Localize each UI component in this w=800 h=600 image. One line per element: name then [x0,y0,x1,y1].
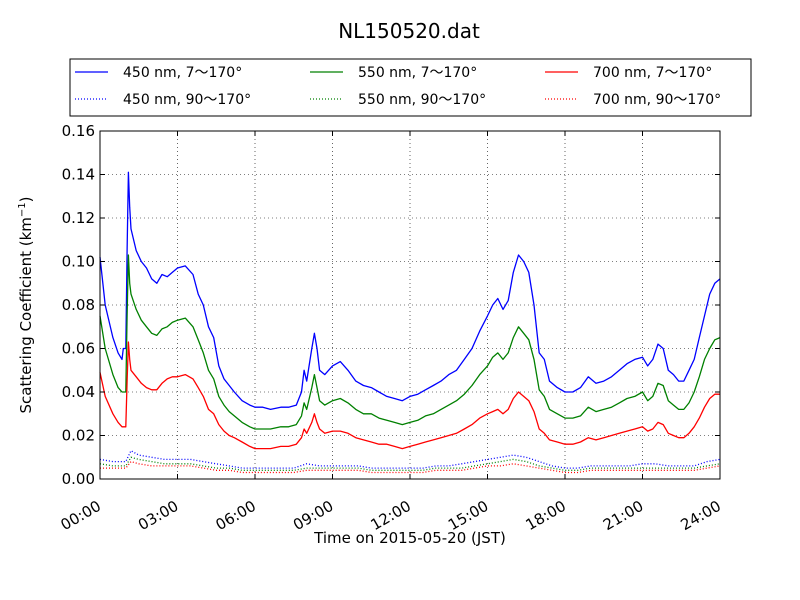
x-tick-label: 24:00 [678,497,724,534]
x-tick-label: 06:00 [213,497,259,534]
chart-title: NL150520.dat [338,19,480,43]
series-line-6 [100,460,721,474]
y-tick-label: 0.08 [62,296,95,314]
y-axis-label-superscript: −1 [17,202,28,217]
legend-label-4: 450 nm, 90～170° [123,92,251,108]
x-tick-label: 00:00 [58,497,104,534]
legend-label-6: 700 nm, 90～170° [593,92,721,108]
ticks [99,130,721,480]
y-tick-label: 0.10 [62,253,95,271]
y-tick-label: 0.14 [62,166,95,184]
grid [100,131,720,479]
y-axis-label-close: ) [17,196,35,202]
series-line-2 [99,254,721,430]
x-tick-label: 18:00 [523,497,569,534]
legend-label-1: 450 nm, 7～170° [123,65,242,81]
y-tick-label: 0.02 [62,427,95,445]
x-tick-label: 03:00 [135,497,181,534]
y-axis-label: Scattering Coefficient (km−1) [17,196,35,413]
legend-label-5: 550 nm, 90～170° [358,92,486,108]
x-tick-label: 21:00 [600,497,646,534]
legend: 450 nm, 7～170° 550 nm, 7～170° 700 nm, 7～17… [69,58,752,117]
y-tick-label: 0.00 [62,470,95,488]
legend-label-2: 550 nm, 7～170° [358,65,477,81]
series-layer [99,171,721,474]
y-tick-label: 0.04 [62,383,95,401]
series-line-1 [99,171,721,411]
y-tick-label: 0.06 [62,340,95,358]
y-axis-label-main: Scattering Coefficient (km [17,217,35,413]
x-axis-label: Time on 2015-05-20 (JST) [313,529,506,547]
tick-labels: 00:00 03:00 06:00 09:00 12:00 15:00 18:00 21:00… [58,122,724,534]
y-tick-label: 0.16 [62,122,95,140]
series-line-3 [99,341,720,450]
legend-box [69,58,752,117]
y-tick-label: 0.12 [62,209,95,227]
legend-label-3: 700 nm, 7～170° [593,65,712,81]
